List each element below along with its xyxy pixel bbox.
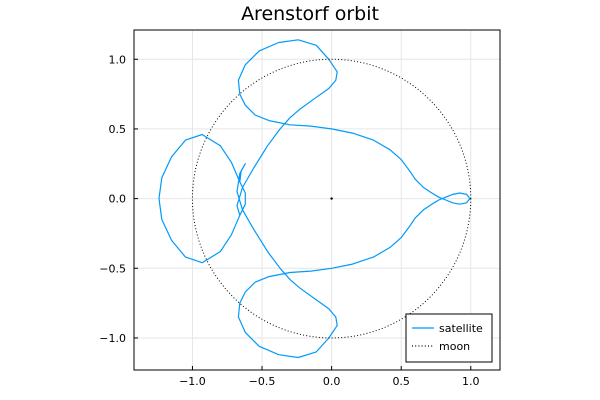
y-tick-label: 1.0 [109, 53, 127, 66]
y-tick-label: −1.0 [99, 332, 126, 345]
tick-labels: −1.0 −0.5 0.0 0.5 1.0 −1.0 −0.5 0.0 0.5 1.0 [99, 53, 479, 388]
y-tick-label: −0.5 [99, 262, 126, 275]
legend: satellite moon [405, 313, 493, 363]
series-layer [158, 39, 472, 359]
marker-center [330, 197, 333, 200]
chart-title: Arenstorf orbit [241, 3, 379, 25]
legend-label-moon: moon [439, 340, 470, 353]
series-moon [191, 58, 472, 339]
series-satellite [158, 39, 471, 359]
y-tick-label: 0.5 [109, 123, 127, 136]
legend-box [405, 313, 493, 363]
grid [134, 30, 500, 370]
x-tick-label: −0.5 [249, 375, 276, 388]
plot-frame [133, 29, 501, 371]
y-tick-label: 0.0 [109, 193, 127, 206]
x-tick-label: 0.5 [392, 375, 410, 388]
legend-label-satellite: satellite [439, 322, 483, 335]
x-tick-label: 0.0 [323, 375, 341, 388]
x-tick-label: 1.0 [462, 375, 480, 388]
x-tick-label: −1.0 [179, 375, 206, 388]
